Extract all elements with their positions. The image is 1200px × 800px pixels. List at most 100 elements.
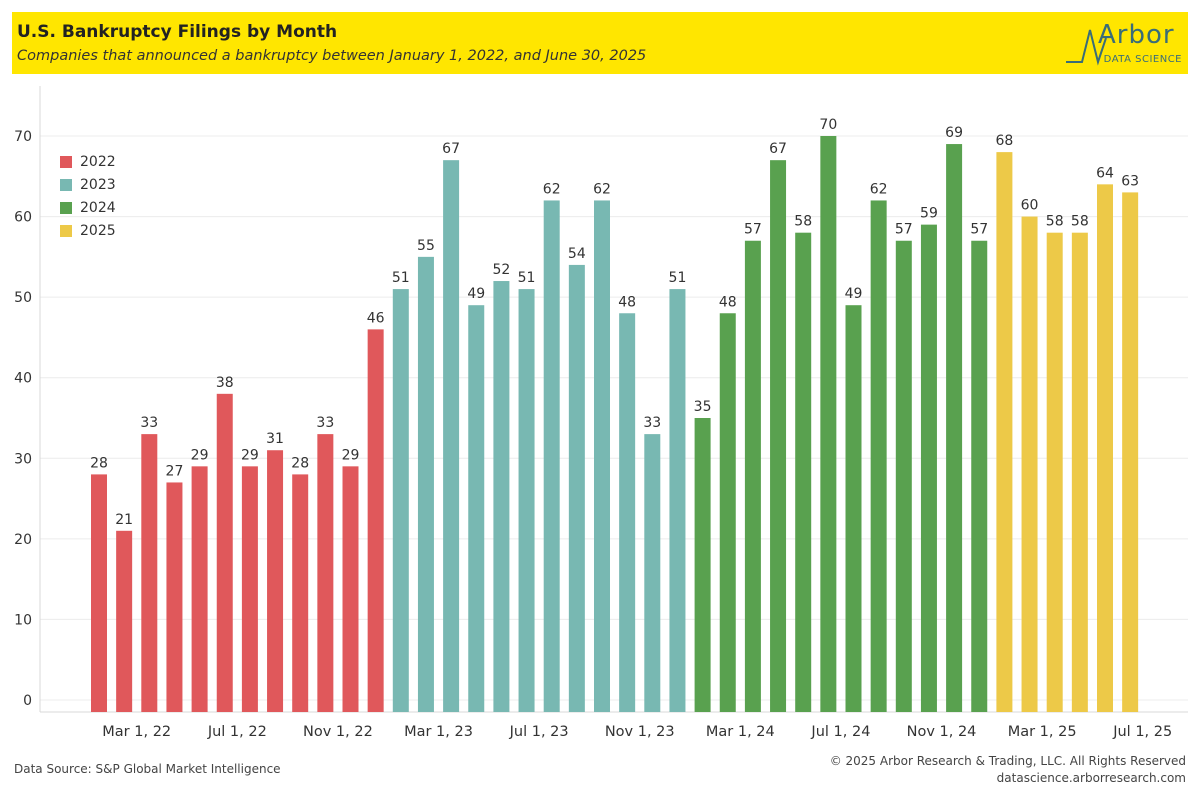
x-tick-label: Nov 1, 23 — [605, 724, 675, 740]
legend-item-2025: 2025 — [60, 219, 116, 242]
bar-2023 — [392, 289, 409, 712]
bar-2022 — [141, 434, 158, 712]
x-tick-label: Jul 1, 23 — [509, 724, 569, 740]
bar-2025 — [1046, 232, 1063, 712]
data-label: 64 — [1096, 165, 1114, 181]
bar-2022 — [191, 466, 208, 712]
bar-2024 — [845, 305, 862, 712]
chart-title: U.S. Bankruptcy Filings by Month — [17, 22, 338, 42]
bar-2024 — [719, 313, 736, 712]
bar-2024 — [895, 240, 912, 712]
data-label: 31 — [266, 431, 284, 447]
bar-2023 — [543, 200, 560, 712]
bar-2025 — [1122, 192, 1139, 712]
bar-2022 — [241, 466, 258, 712]
data-label: 62 — [870, 181, 888, 197]
y-tick-label: 60 — [14, 210, 32, 226]
bar-2022 — [292, 474, 309, 712]
y-tick-label: 20 — [14, 532, 32, 548]
logo-subtitle: DATA SCIENCE — [1103, 54, 1182, 65]
bar-2025 — [1021, 216, 1038, 713]
x-tick-label: Nov 1, 22 — [303, 724, 373, 740]
bar-2024 — [920, 224, 937, 712]
data-label: 63 — [1121, 173, 1139, 189]
data-label: 54 — [568, 246, 586, 262]
bar-2025 — [1071, 232, 1088, 712]
y-tick-label: 0 — [23, 693, 32, 709]
data-label: 46 — [367, 310, 385, 326]
bar-2022 — [267, 450, 284, 712]
data-label: 67 — [769, 141, 787, 157]
data-label: 62 — [593, 181, 611, 197]
data-label: 70 — [819, 117, 837, 133]
legend-label: 2022 — [80, 153, 116, 170]
data-label: 55 — [417, 238, 435, 254]
data-label: 57 — [970, 222, 988, 238]
data-label: 21 — [115, 512, 133, 528]
data-label: 68 — [995, 133, 1013, 149]
chart-legend: 2022 2023 2024 2025 — [60, 150, 116, 242]
website-url: datascience.arborresearch.com — [996, 771, 1186, 785]
legend-swatch — [60, 224, 72, 237]
data-label: 52 — [492, 262, 510, 278]
bar-2024 — [795, 232, 812, 712]
data-label: 29 — [241, 447, 259, 463]
legend-swatch — [60, 155, 72, 168]
data-label: 60 — [1021, 198, 1039, 214]
x-tick-label: Mar 1, 23 — [404, 724, 473, 740]
y-tick-label: 10 — [14, 612, 32, 628]
bar-2023 — [493, 281, 510, 712]
data-label: 49 — [467, 286, 485, 302]
x-tick-label: Mar 1, 22 — [102, 724, 171, 740]
bar-2025 — [996, 152, 1013, 713]
bar-2025 — [1097, 184, 1113, 712]
data-label: 29 — [191, 447, 209, 463]
bar-2023 — [468, 305, 485, 712]
data-label: 48 — [719, 294, 737, 310]
bar-2023 — [518, 289, 535, 712]
x-tick-label: Mar 1, 24 — [706, 724, 775, 740]
chart-subtitle: Companies that announced a bankruptcy be… — [17, 48, 647, 64]
data-label: 29 — [342, 447, 360, 463]
bar-2024 — [770, 160, 787, 713]
y-tick-label: 50 — [14, 290, 32, 306]
data-label: 58 — [1071, 214, 1089, 230]
bar-2023 — [619, 313, 636, 712]
x-tick-label: Nov 1, 24 — [907, 724, 977, 740]
x-tick-label: Mar 1, 25 — [1008, 724, 1077, 740]
data-label: 62 — [543, 181, 561, 197]
y-tick-label: 40 — [14, 371, 32, 387]
bar-2023 — [417, 256, 434, 712]
data-label: 33 — [140, 415, 158, 431]
bar-2022 — [166, 482, 183, 712]
data-label: 58 — [1046, 214, 1064, 230]
arbor-logo: Arbor DATA SCIENCE — [1062, 18, 1182, 70]
x-tick-label: Jul 1, 24 — [810, 724, 870, 740]
data-label: 69 — [945, 125, 963, 141]
y-tick-label: 70 — [14, 129, 32, 145]
bar-2022 — [116, 530, 133, 712]
legend-label: 2025 — [80, 222, 116, 239]
bar-chart: 0 10 20 30 40 50 60 70 28 21 33 27 29 38 29 31 28 33 29 46 5… — [14, 86, 1188, 740]
data-label: 59 — [920, 206, 938, 222]
data-label: 33 — [643, 415, 661, 431]
legend-item-2022: 2022 — [60, 150, 116, 173]
data-label: 48 — [618, 294, 636, 310]
legend-label: 2023 — [80, 176, 116, 193]
bar-2024 — [946, 144, 963, 713]
data-label: 38 — [216, 375, 234, 391]
data-label: 51 — [392, 270, 410, 286]
bar-2024 — [744, 240, 761, 712]
x-tick-label: Jul 1, 22 — [207, 724, 267, 740]
bar-2023 — [443, 160, 460, 713]
bar-2023 — [669, 289, 686, 712]
data-label: 27 — [166, 463, 184, 479]
bar-2022 — [367, 329, 384, 712]
bar-2022 — [342, 466, 359, 712]
x-tick-label: Jul 1, 25 — [1112, 724, 1172, 740]
bar-2022 — [91, 474, 107, 712]
data-source: Data Source: S&P Global Market Intellige… — [14, 762, 281, 776]
data-label: 49 — [845, 286, 863, 302]
logo-word: Arbor — [1098, 20, 1175, 50]
data-label: 28 — [291, 455, 309, 471]
